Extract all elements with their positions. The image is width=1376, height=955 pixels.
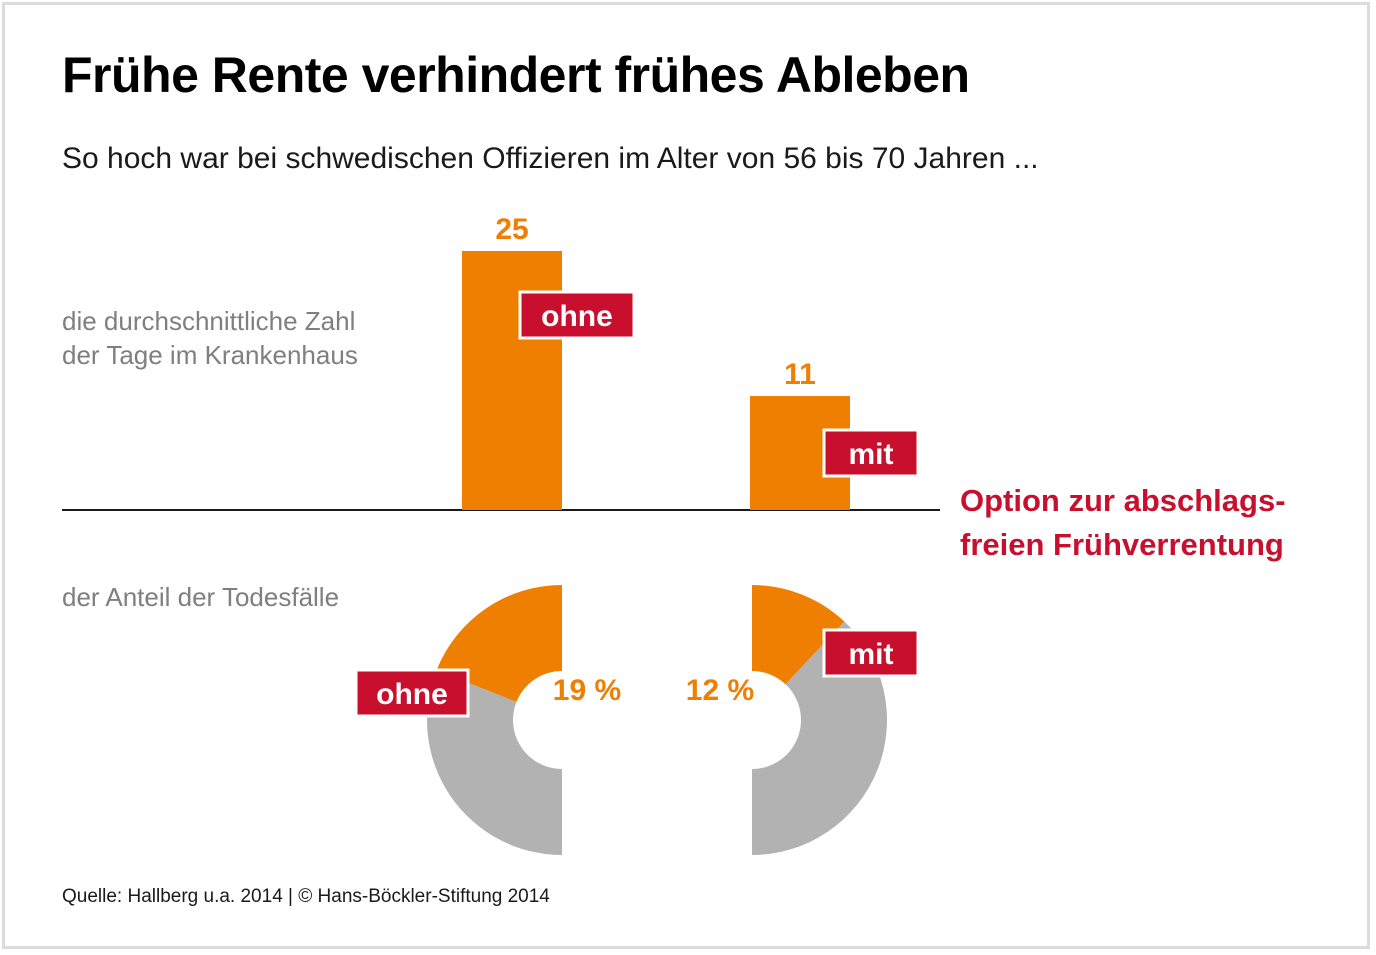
legend-title: Option zur abschlags- freien Frühverrent… [960,479,1286,567]
bar-tag-mit-text: mit [849,438,894,471]
donut-row-label: der Anteil der Todesfälle [62,582,340,612]
donut-tag-mit-text: mit [849,638,894,671]
chart-subtitle: So hoch war bei schwedischen Offizieren … [62,142,1039,175]
bar-tag-ohne-box [518,290,636,340]
donut-mit-rest [752,621,888,855]
bar-tag-mit-box [822,428,920,478]
bar-value-ohne: 25 [495,213,528,246]
donut-tag-ohne-box [354,668,470,718]
bar-row-label: die durchschnittliche Zahl der Tage im K… [62,304,358,372]
bar-value-mit: 11 [784,358,816,391]
donut-tag-mit-box [822,628,920,678]
legend-title-line1: Option zur abschlags- [960,483,1286,518]
donut-tag-ohne-text: ohne [376,678,448,711]
bar-row-label-line1: die durchschnittliche Zahl [62,306,356,336]
bar-tag-ohne-text: ohne [541,300,613,333]
donut-value-mit: 12 % [686,674,754,707]
bar-row-label-line2: der Tage im Krankenhaus [62,340,358,370]
chart-title: Frühe Rente verhindert frühes Ableben [62,47,970,103]
donut-mit-share [752,585,845,685]
legend-title-line2: freien Frühverrentung [960,527,1284,562]
source-note: Quelle: Hallberg u.a. 2014 | © Hans-Böck… [62,886,550,907]
donut-value-ohne: 19 % [553,674,621,707]
bar-ohne [462,251,562,510]
